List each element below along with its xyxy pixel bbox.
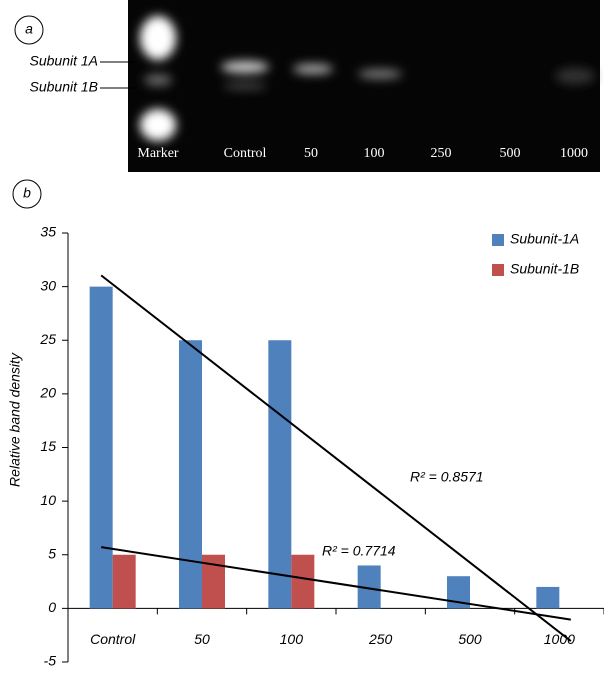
- x-tick-label: Control: [90, 631, 136, 647]
- lane-label: 250: [431, 146, 452, 161]
- panel-label: a: [25, 21, 33, 37]
- y-tick-label: 20: [39, 385, 56, 401]
- x-tick-label: 100: [280, 631, 304, 647]
- x-tick-label: 50: [194, 631, 210, 647]
- y-tick-label: 0: [48, 599, 56, 615]
- legend-label: Subunit-1A: [510, 231, 579, 247]
- y-tick-label: -5: [44, 653, 57, 669]
- bar: [291, 555, 314, 609]
- band-label: Subunit 1A: [30, 53, 99, 69]
- lane-label: Marker: [137, 146, 179, 161]
- figure: a Subunit 1A Subunit 1B MarkerControl501…: [0, 0, 604, 673]
- y-tick-label: 5: [48, 545, 56, 561]
- y-axis-label: Relative band density: [7, 352, 23, 487]
- lane-label: 500: [500, 146, 521, 161]
- lane-label: 50: [304, 146, 318, 161]
- y-tick-label: 10: [40, 492, 56, 508]
- y-tick-label: 35: [40, 224, 56, 240]
- legend-label: Subunit-1B: [510, 261, 579, 277]
- y-tick-label: 15: [40, 438, 56, 454]
- r2-label: R² = 0.8571: [410, 469, 484, 485]
- y-tick-label: 25: [39, 331, 56, 347]
- bar: [179, 340, 202, 608]
- legend-swatch: [492, 264, 504, 276]
- r2-label: R² = 0.7714: [322, 543, 396, 559]
- x-tick-label: 250: [368, 631, 393, 647]
- bar: [268, 340, 291, 608]
- lane-label: 100: [364, 146, 385, 161]
- x-tick-label: 500: [458, 631, 482, 647]
- lane-label: 1000: [560, 146, 588, 161]
- legend-swatch: [492, 234, 504, 246]
- y-tick-label: 30: [40, 277, 56, 293]
- bar: [113, 555, 136, 609]
- band-label: Subunit 1B: [30, 79, 99, 95]
- panel-label: b: [23, 185, 31, 201]
- bar: [90, 287, 113, 609]
- bar: [536, 587, 559, 608]
- lane-label: Control: [224, 146, 267, 161]
- trendline: [101, 275, 571, 641]
